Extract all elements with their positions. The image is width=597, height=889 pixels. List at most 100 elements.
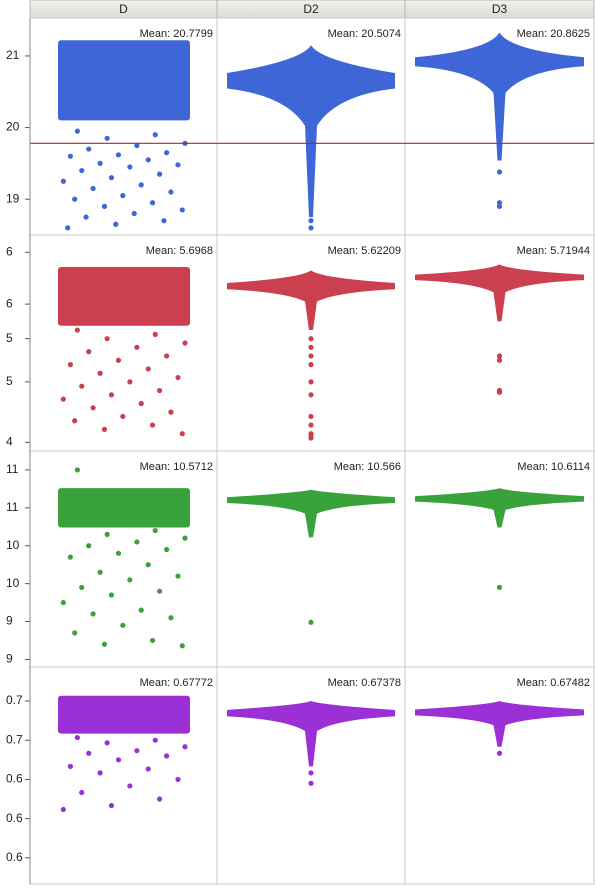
mean-label: Mean: 5.6968: [146, 245, 213, 257]
point: [90, 405, 96, 411]
point: [74, 734, 80, 741]
point: [101, 203, 108, 209]
point: [131, 210, 137, 217]
point: [496, 750, 503, 756]
mean-label: Mean: 20.8625: [517, 28, 590, 40]
mean-label: Mean: 5.71944: [517, 245, 590, 257]
point: [308, 413, 314, 420]
point: [179, 643, 185, 649]
point: [104, 531, 110, 537]
point: [179, 431, 185, 437]
mean-label: Mean: 0.67482: [517, 677, 590, 689]
point: [90, 185, 96, 192]
point: [67, 153, 73, 159]
point: [156, 796, 163, 802]
point: [496, 389, 503, 395]
point: [134, 142, 140, 149]
point: [156, 171, 163, 177]
point: [74, 327, 80, 333]
point: [156, 387, 163, 394]
point: [97, 770, 103, 776]
y-tick-label: 0.6: [6, 811, 23, 825]
point: [108, 592, 115, 598]
point: [120, 413, 126, 420]
point: [496, 203, 503, 209]
point: [168, 615, 174, 621]
y-tick-label: 11: [6, 500, 19, 514]
point: [74, 467, 80, 473]
point: [86, 349, 92, 355]
point: [86, 543, 92, 549]
y-tick-label: 0.7: [6, 693, 23, 707]
point: [127, 164, 133, 170]
point: [97, 160, 103, 166]
y-tick-label: 9: [6, 652, 13, 666]
y-tick-label: 5: [6, 331, 13, 345]
point: [79, 383, 85, 389]
point: [72, 418, 78, 424]
point: [145, 562, 151, 568]
point: [65, 225, 71, 231]
point: [108, 802, 115, 809]
point: [308, 344, 314, 350]
point: [86, 146, 92, 152]
point: [134, 748, 140, 754]
point: [308, 218, 314, 224]
point: [308, 435, 314, 441]
point: [108, 175, 115, 181]
point: [145, 157, 151, 163]
mean-label: Mean: 10.5712: [140, 461, 213, 473]
point: [74, 128, 80, 134]
mean-label: Mean: 0.67772: [140, 677, 213, 689]
point: [308, 422, 314, 428]
point: [120, 193, 126, 199]
point: [86, 750, 92, 756]
point: [175, 374, 181, 381]
y-tick-label: 0.6: [6, 772, 23, 786]
point: [152, 331, 158, 337]
mean-label: Mean: 10.566: [334, 461, 401, 473]
point: [308, 770, 314, 776]
mean-label: Mean: 20.5074: [328, 28, 401, 40]
point: [496, 357, 503, 363]
point: [182, 535, 188, 541]
point: [60, 178, 66, 184]
point: [149, 422, 156, 428]
violin: [415, 264, 584, 322]
point: [115, 757, 122, 763]
y-tick-label: 21: [6, 48, 20, 62]
point: [79, 789, 85, 796]
y-tick-label: 19: [6, 191, 20, 205]
y-tick-label: 6: [6, 244, 13, 258]
point: [496, 169, 503, 175]
point: [83, 214, 89, 220]
mean-label: Mean: 0.67378: [328, 677, 401, 689]
mean-label: Mean: 5.62209: [328, 245, 401, 257]
point: [182, 340, 188, 346]
point: [127, 783, 133, 789]
point: [97, 569, 103, 575]
column-header-label: D: [119, 2, 128, 16]
point: [152, 132, 158, 138]
point: [101, 641, 108, 647]
point: [308, 780, 314, 786]
y-tick-label: 0.7: [6, 732, 23, 746]
point: [496, 200, 503, 206]
violin: [227, 489, 395, 538]
point: [134, 344, 140, 350]
point: [134, 539, 140, 545]
point: [138, 182, 144, 188]
column-header-label: D3: [492, 2, 508, 16]
point: [113, 221, 119, 227]
point: [127, 577, 133, 583]
point-band: [58, 695, 190, 734]
point: [67, 362, 73, 368]
point: [145, 366, 151, 372]
point: [156, 588, 163, 594]
violin: [415, 488, 584, 528]
point: [152, 737, 158, 743]
violin: [415, 700, 584, 747]
point: [138, 400, 144, 407]
y-tick-label: 0.6: [6, 850, 23, 864]
